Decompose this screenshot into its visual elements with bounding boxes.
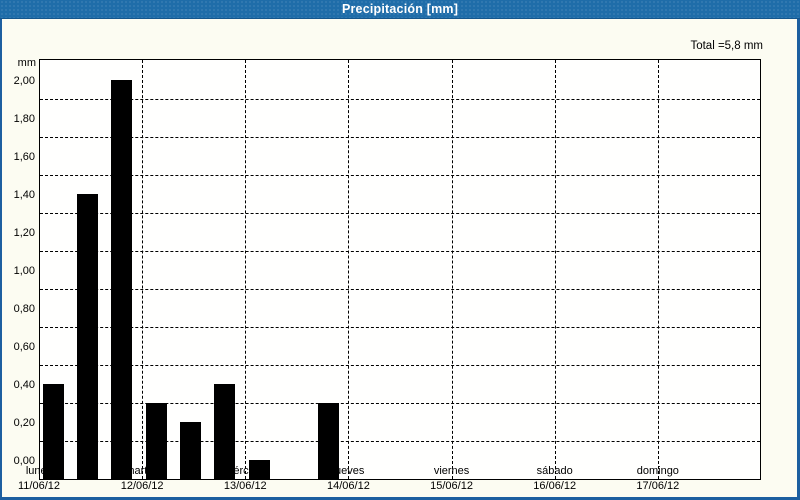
day-date-label: 11/06/12 <box>17 479 60 492</box>
x-axis-label-martes: martes 12/06/12 <box>92 464 192 493</box>
x-axis-label-jueves: jueves 14/06/12 <box>298 464 398 493</box>
day-name-label: sábado <box>536 465 573 477</box>
precipitation-bar-miércoles-1 <box>248 460 270 479</box>
day-date-label: 15/06/12 <box>430 479 473 492</box>
y-axis-tick-label: 0,80 <box>13 303 35 315</box>
vertical-gridline-day-boundary <box>142 60 144 479</box>
horizontal-gridline <box>40 403 760 404</box>
precipitation-bar-martes-3 <box>214 384 236 479</box>
vertical-gridline-day-boundary <box>245 60 247 479</box>
horizontal-gridline <box>40 441 760 442</box>
precipitation-bar-martes-1 <box>145 403 167 479</box>
y-axis-tick-label: 0,60 <box>13 341 35 353</box>
day-name-label: domingo <box>636 465 679 477</box>
vertical-gridline-day-boundary <box>554 60 556 479</box>
total-precipitation-label: Total =5,8 mm <box>690 40 763 52</box>
vertical-gridline-day-boundary <box>657 60 659 479</box>
chart-content-area: Total =5,8 mm mm 0,00 0,20 0,40 0,60 0,80 1,0… <box>0 19 800 500</box>
horizontal-gridline <box>40 213 760 214</box>
y-axis-tick-label: 1,80 <box>13 113 35 125</box>
day-date-label: 13/06/12 <box>223 479 267 492</box>
precipitation-bar-lunes-3 <box>111 80 133 479</box>
y-axis-tick-label: 0,00 <box>13 455 35 467</box>
y-axis-tick-label: 0,40 <box>13 379 35 391</box>
horizontal-gridline <box>40 251 760 252</box>
horizontal-gridline <box>40 289 760 290</box>
day-name-label: jueves <box>332 465 365 477</box>
horizontal-gridline <box>40 327 760 328</box>
y-axis-tick-label: 2,00 <box>13 75 35 87</box>
y-axis-unit-label: mm <box>17 57 36 69</box>
frame-border-bottom <box>0 497 800 500</box>
precipitation-bar-martes-2 <box>180 422 202 479</box>
chart-title-bar: Precipitación [mm] <box>0 0 800 19</box>
horizontal-gridline <box>40 175 760 176</box>
vertical-gridline-day-boundary <box>451 60 453 479</box>
y-axis-tick-label: 1,60 <box>13 151 35 163</box>
plot-area <box>39 59 761 480</box>
precipitation-bar-miércoles-3 <box>317 403 339 479</box>
y-axis-tick-label: 1,00 <box>13 265 35 277</box>
day-name-label: martes <box>125 465 159 477</box>
horizontal-gridline <box>40 99 760 100</box>
x-axis-label-sábado: sábado 16/06/12 <box>505 464 605 493</box>
precipitation-bar-lunes-2 <box>76 194 98 479</box>
day-name-label: lunes <box>25 465 53 477</box>
x-axis-label-viernes: viernes 15/06/12 <box>402 464 502 493</box>
day-name-label: miércoles <box>221 465 269 477</box>
horizontal-gridline <box>40 137 760 138</box>
chart-title: Precipitación [mm] <box>341 2 459 16</box>
horizontal-gridline <box>40 365 760 366</box>
y-axis-tick-label: 1,40 <box>13 189 35 201</box>
day-date-label: 14/06/12 <box>327 479 370 492</box>
y-axis-tick-label: 1,20 <box>13 227 35 239</box>
frame-border-left <box>0 19 2 500</box>
frame-border-right <box>797 19 800 500</box>
x-axis-label-lunes: lunes 11/06/12 <box>0 464 89 493</box>
day-date-label: 16/06/12 <box>533 479 577 492</box>
x-axis-label-domingo: domingo 17/06/12 <box>608 464 708 493</box>
precipitation-bar-lunes-1 <box>42 384 64 479</box>
x-axis-label-miércoles: miércoles 13/06/12 <box>195 464 295 493</box>
day-date-label: 17/06/12 <box>636 479 680 492</box>
day-name-label: viernes <box>433 465 470 477</box>
y-axis-tick-label: 0,20 <box>13 417 35 429</box>
day-date-label: 12/06/12 <box>120 479 164 492</box>
vertical-gridline-day-boundary <box>348 60 350 479</box>
